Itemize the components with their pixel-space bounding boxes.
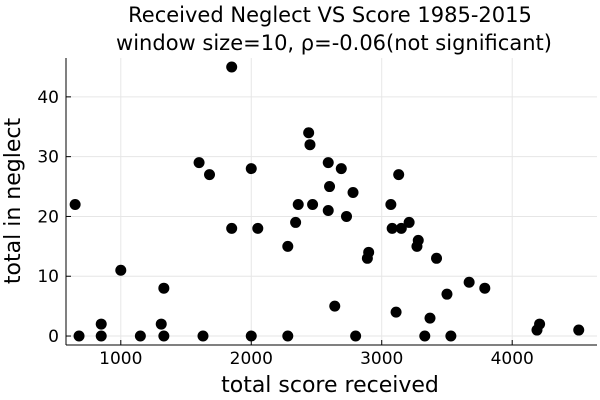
data-point — [322, 157, 334, 169]
data-point — [134, 330, 146, 342]
data-point — [245, 163, 257, 175]
data-point — [403, 216, 415, 228]
data-point — [226, 222, 238, 234]
data-point — [95, 330, 107, 342]
data-point — [158, 330, 170, 342]
data-point — [573, 324, 585, 336]
data-point — [341, 210, 353, 222]
data-point — [335, 163, 347, 175]
gridlines — [66, 58, 597, 345]
y-tick-label: 10 — [37, 267, 59, 287]
x-tick-label: 4000 — [491, 349, 534, 369]
data-point — [307, 198, 319, 210]
data-point — [441, 288, 453, 300]
data-point — [463, 276, 475, 288]
data-points — [69, 61, 585, 342]
data-point — [282, 330, 294, 342]
data-point — [69, 198, 81, 210]
data-point — [193, 157, 205, 169]
data-point — [424, 312, 436, 324]
y-tick-label: 20 — [37, 207, 59, 227]
y-tick-label: 0 — [48, 327, 59, 347]
data-point — [303, 127, 315, 139]
data-point — [385, 198, 397, 210]
x-tick-label: 1000 — [99, 349, 142, 369]
data-point — [390, 306, 402, 318]
data-point — [155, 318, 167, 330]
data-point — [322, 204, 334, 216]
data-point — [431, 252, 443, 264]
x-tick-label: 3000 — [360, 349, 403, 369]
data-point — [347, 187, 359, 199]
data-point — [252, 222, 264, 234]
axes — [65, 58, 597, 346]
data-point — [197, 330, 209, 342]
data-point — [245, 330, 257, 342]
data-point — [292, 198, 304, 210]
y-axis-label: total in neglect — [1, 118, 26, 285]
data-point — [329, 300, 341, 312]
data-point — [363, 246, 375, 258]
data-point — [73, 330, 85, 342]
data-point — [395, 222, 407, 234]
data-point — [282, 240, 294, 252]
data-point — [350, 330, 362, 342]
data-point — [158, 282, 170, 294]
tick-labels: 1000 2000 3000 4000 0 10 20 30 40 — [37, 88, 533, 369]
x-axis-label: total score received — [221, 373, 439, 398]
data-point — [95, 318, 107, 330]
data-point — [304, 139, 316, 151]
data-point — [226, 61, 238, 73]
chart-title: Received Neglect VS Score 1985-2015 — [128, 3, 532, 27]
chart-subtitle: window size=10, ρ=-0.06(not significant) — [116, 31, 552, 55]
y-tick-label: 30 — [37, 148, 59, 168]
data-point — [115, 264, 127, 276]
data-point — [393, 169, 405, 181]
data-point — [290, 216, 302, 228]
data-point — [534, 318, 546, 330]
x-tick-label: 2000 — [230, 349, 273, 369]
data-point — [204, 169, 216, 181]
data-point — [419, 330, 431, 342]
data-point — [386, 222, 398, 234]
y-tick-label: 40 — [37, 88, 59, 108]
data-point — [412, 234, 424, 246]
data-point — [479, 282, 491, 294]
data-point — [445, 330, 457, 342]
data-point — [324, 181, 336, 193]
